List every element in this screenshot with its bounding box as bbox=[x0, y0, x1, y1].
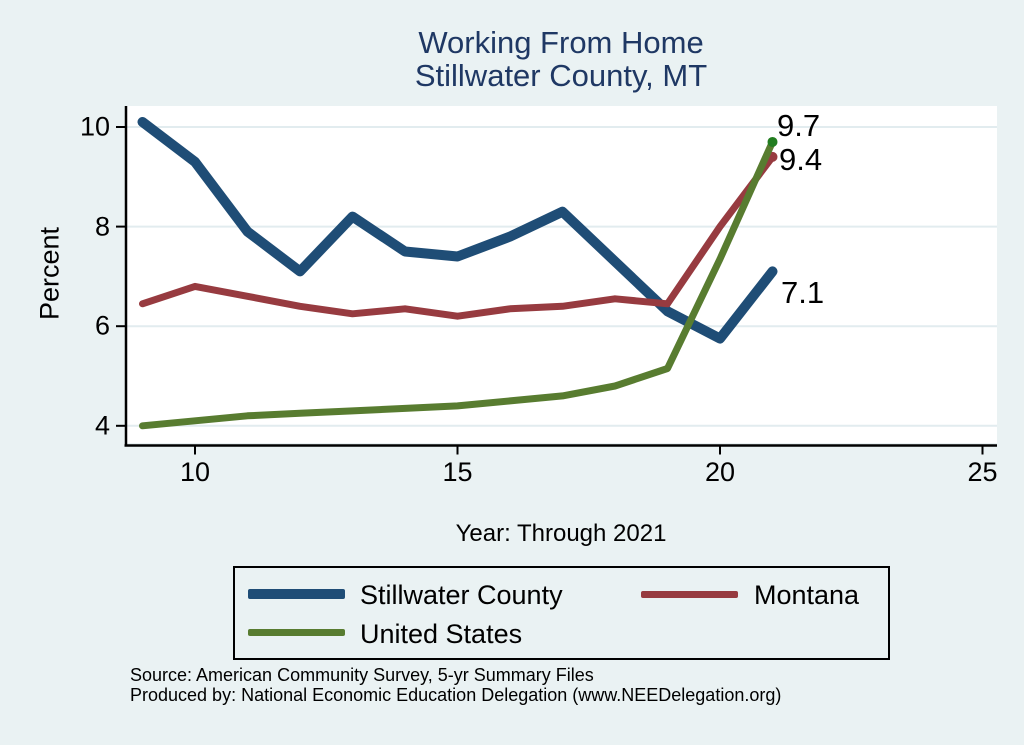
legend: Stillwater County Montana United States bbox=[233, 566, 890, 660]
chart-title: Working From Home Stillwater County, MT bbox=[125, 26, 997, 92]
plot-area bbox=[125, 106, 997, 443]
y-tick-label: 8 bbox=[94, 211, 110, 242]
series-line-stillwater-county bbox=[137, 117, 778, 344]
footer-notes: Source: American Community Survey, 5-yr … bbox=[130, 665, 781, 705]
y-tick-label: 4 bbox=[94, 410, 110, 441]
y-tick-label: 10 bbox=[79, 111, 110, 142]
legend-label-montana: Montana bbox=[754, 580, 860, 610]
series-line-montana bbox=[139, 153, 776, 320]
end-label-stillwater-county: 7.1 bbox=[781, 275, 825, 310]
end-label-montana: 9.4 bbox=[779, 142, 823, 177]
x-axis-title: Year: Through 2021 bbox=[455, 520, 667, 547]
produced-by-note: Produced by: National Economic Education… bbox=[130, 685, 782, 705]
chart-title-line2: Stillwater County, MT bbox=[414, 58, 708, 93]
x-tick-label: 25 bbox=[967, 457, 998, 487]
legend-swatch-montana bbox=[641, 591, 738, 598]
x-tick-label: 15 bbox=[442, 457, 473, 487]
x-tick-label: 10 bbox=[179, 457, 211, 487]
legend-swatch-stillwater-county bbox=[248, 589, 345, 599]
y-tick-label: 6 bbox=[94, 310, 110, 341]
x-tick-label: 20 bbox=[704, 457, 736, 487]
end-label-united-states: 9.7 bbox=[777, 108, 821, 143]
series-line-united-states bbox=[139, 138, 776, 430]
legend-label-stillwater-county: Stillwater County bbox=[360, 580, 563, 610]
series-end-marker bbox=[767, 136, 778, 147]
legend-swatch-united-states bbox=[248, 629, 345, 636]
source-note: Source: American Community Survey, 5-yr … bbox=[130, 665, 594, 685]
chart-title-line1: Working From Home bbox=[418, 25, 704, 60]
legend-label-united-states: United States bbox=[360, 619, 523, 649]
